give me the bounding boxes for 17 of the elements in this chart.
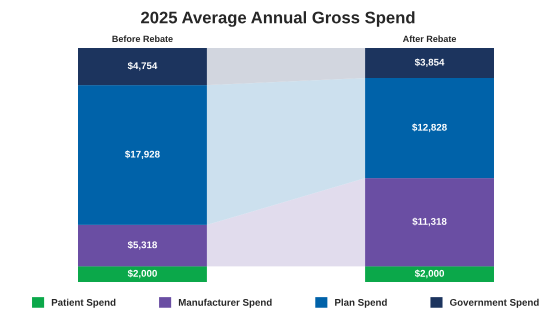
legend-label: Government Spend	[450, 298, 539, 308]
data-label: $17,928	[125, 150, 160, 160]
data-label: $12,828	[412, 123, 447, 132]
legend-label: Plan Spend	[335, 298, 387, 308]
legend-label: Patient Spend	[52, 298, 116, 308]
data-label: $2,000	[414, 270, 444, 278]
bar	[78, 266, 207, 282]
data-label: $4,754	[128, 62, 158, 71]
data-label: $2,000	[128, 270, 157, 278]
legend-label: Manufacturer Spend	[178, 298, 272, 308]
data-label: $5,318	[128, 240, 158, 250]
data-label: $11,318	[412, 218, 447, 226]
data-label: $3,854	[414, 58, 444, 68]
bar	[365, 266, 494, 282]
chart-title: 2025 Average Annual Gross Spend	[141, 11, 414, 27]
x-tick-label: Before Rebate	[112, 35, 173, 42]
x-tick-label: After Rebate	[402, 35, 456, 42]
